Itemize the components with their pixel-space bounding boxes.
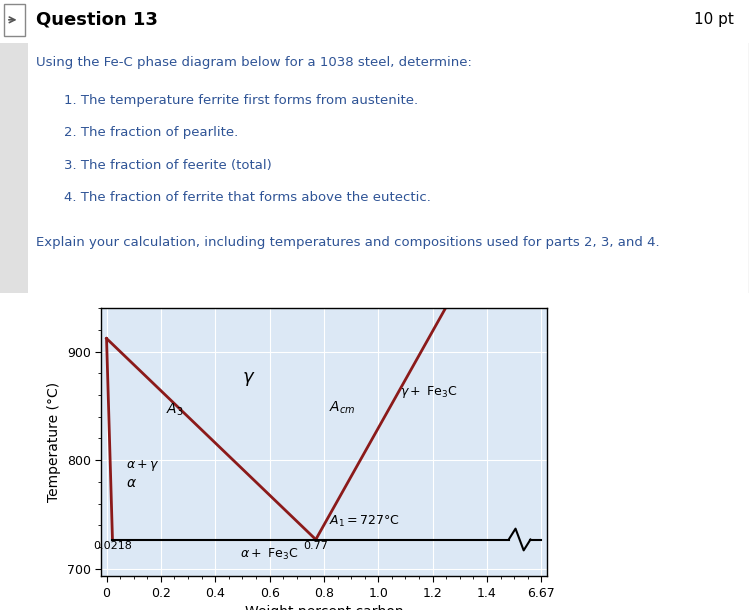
Text: Explain your calculation, including temperatures and compositions used for parts: Explain your calculation, including temp… (36, 236, 660, 249)
Y-axis label: Temperature (°C): Temperature (°C) (47, 382, 61, 502)
Text: Question 13: Question 13 (36, 11, 158, 29)
Text: $\alpha+$ Fe$_3$C: $\alpha+$ Fe$_3$C (240, 547, 299, 562)
Text: 0.77: 0.77 (303, 540, 328, 551)
Text: $\alpha+\gamma$: $\alpha+\gamma$ (126, 458, 159, 473)
X-axis label: Weight percent carbon: Weight percent carbon (245, 605, 403, 610)
Text: $\alpha$: $\alpha$ (126, 476, 136, 490)
Text: $A_{cm}$: $A_{cm}$ (330, 400, 356, 415)
Text: $A_1 = 727$°C: $A_1 = 727$°C (330, 514, 400, 529)
Text: $A_3$: $A_3$ (166, 401, 184, 418)
Text: $\gamma+$ Fe$_3$C: $\gamma+$ Fe$_3$C (400, 384, 458, 400)
Text: $\gamma$: $\gamma$ (243, 370, 256, 388)
Text: 4. The fraction of ferrite that forms above the eutectic.: 4. The fraction of ferrite that forms ab… (64, 192, 431, 204)
Text: 0.0218: 0.0218 (93, 540, 132, 551)
Text: 2. The fraction of pearlite.: 2. The fraction of pearlite. (64, 126, 238, 139)
Text: 10 pt: 10 pt (694, 12, 734, 27)
Text: 1. The temperature ferrite first forms from austenite.: 1. The temperature ferrite first forms f… (64, 94, 418, 107)
Text: 3. The fraction of feerite (total): 3. The fraction of feerite (total) (64, 159, 271, 172)
Bar (4, 4, 25, 35)
Bar (0, 43, 28, 293)
Text: Using the Fe-C phase diagram below for a 1038 steel, determine:: Using the Fe-C phase diagram below for a… (36, 56, 472, 69)
